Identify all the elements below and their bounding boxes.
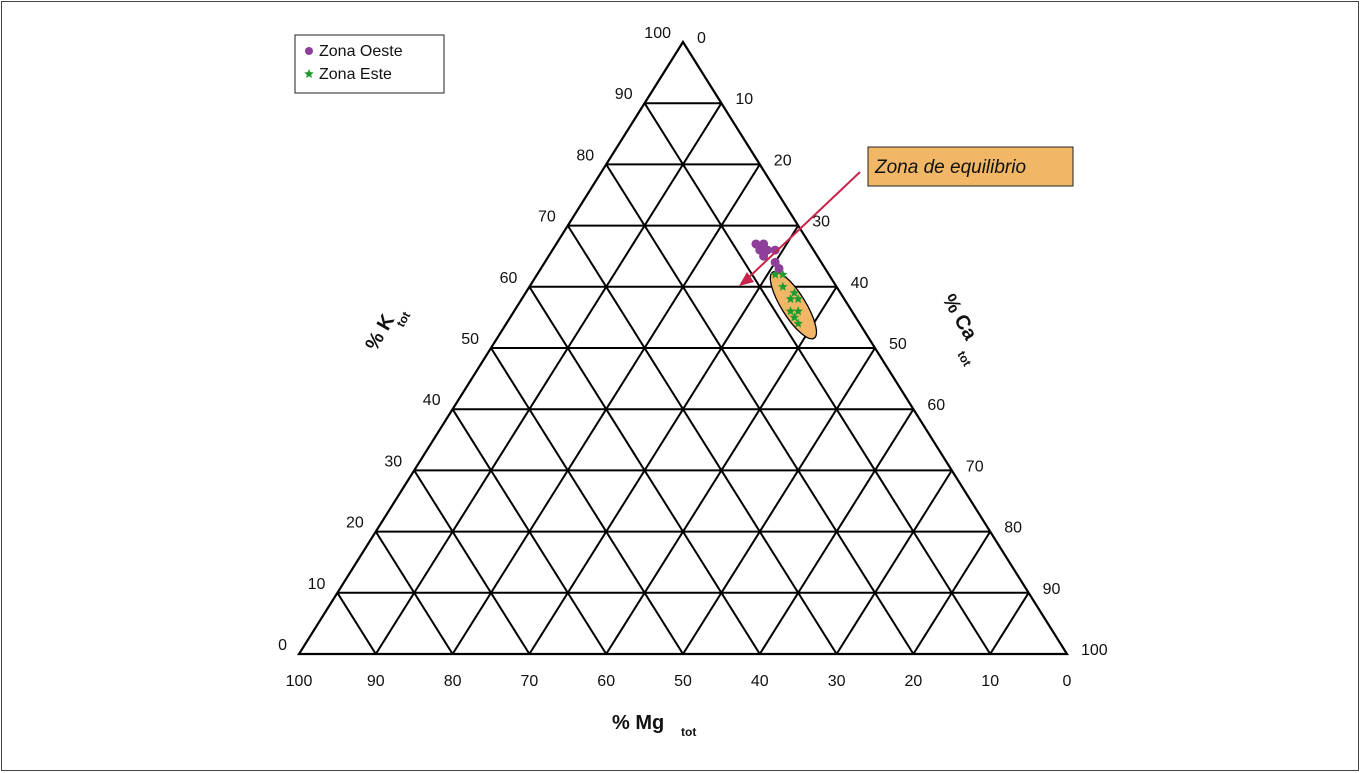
left-tick-label: 70 — [538, 209, 556, 226]
grid-line-mg — [566, 225, 838, 655]
right-axis-subscript: tot — [954, 349, 974, 369]
grid-line-mg — [643, 102, 992, 655]
data-point-zona-este — [785, 306, 796, 316]
left-tick-label: 40 — [423, 392, 441, 409]
data-points — [751, 239, 803, 328]
bottom-tick-label: 10 — [981, 673, 999, 690]
data-point-zona-este — [793, 306, 803, 316]
grid-line-ca — [682, 347, 876, 655]
legend-label-zona-oeste: Zona Oeste — [319, 43, 403, 60]
right-tick-label: 10 — [735, 91, 753, 108]
grid-line-ca — [912, 531, 992, 655]
svg-text:% Ca: % Ca — [938, 291, 982, 345]
legend-star-shape — [304, 69, 314, 79]
data-point-zona-este — [778, 269, 788, 279]
data-point-zona-este — [785, 294, 796, 304]
right-tick-label: 50 — [889, 336, 907, 353]
data-point-zona-este — [778, 281, 788, 291]
right-tick-label: 70 — [966, 458, 984, 475]
grid-line-mg — [451, 408, 608, 655]
legend-marker-zona-oeste — [305, 47, 313, 55]
data-point-zona-este — [770, 269, 780, 279]
right-tick-label: 20 — [774, 152, 792, 169]
bottom-tick-label: 0 — [1063, 673, 1072, 690]
right-tick-label: 0 — [697, 30, 706, 47]
right-tick-label: 100 — [1081, 642, 1108, 659]
left-tick-label: 80 — [576, 147, 594, 164]
ternary-grid — [297, 39, 1069, 656]
left-tick-label: 50 — [461, 331, 479, 348]
data-point-zona-oeste — [774, 263, 784, 273]
bottom-tick-label: 20 — [905, 673, 923, 690]
grid-line-mg — [413, 469, 531, 655]
legend-box — [294, 34, 445, 94]
left-axis-subscript: tot — [393, 309, 413, 329]
grid-line-mg — [490, 347, 684, 655]
data-point-zona-este — [789, 287, 800, 297]
left-tick-label: 30 — [384, 453, 402, 470]
grid-line-ca — [374, 102, 723, 655]
bottom-tick-label: 60 — [597, 673, 615, 690]
bottom-tick-label: 30 — [828, 673, 846, 690]
svg-text:tot: tot — [393, 309, 413, 329]
bottom-axis-title: % Mg — [612, 712, 664, 734]
right-tick-label: 40 — [851, 275, 869, 292]
grid-line-mg — [374, 531, 454, 655]
annotation: Zona de equilibrio — [739, 146, 1074, 286]
data-point-zona-este — [793, 318, 803, 328]
grid-line-mg — [336, 592, 377, 655]
annotation-arrow-head — [739, 272, 754, 286]
legend-marker-zona-este — [304, 69, 314, 79]
right-axis-title: % Ca — [938, 291, 982, 345]
right-tick-label: 60 — [927, 397, 945, 414]
legend-label-zona-este: Zona Este — [319, 66, 392, 83]
left-axis-title: % K — [361, 310, 399, 354]
right-tick-label: 80 — [1004, 520, 1022, 537]
bottom-tick-label: 40 — [751, 673, 769, 690]
data-point-zona-oeste — [759, 251, 769, 261]
svg-text:tot: tot — [954, 349, 974, 369]
grid-line-ca — [989, 592, 1030, 655]
bottom-tick-label: 80 — [444, 673, 462, 690]
svg-text:% K: % K — [361, 310, 399, 354]
left-tick-label: 100 — [644, 25, 671, 42]
left-tick-label: 0 — [278, 637, 287, 654]
data-point-zona-este — [793, 294, 803, 304]
bottom-tick-label: 100 — [286, 673, 313, 690]
bottom-tick-label: 90 — [367, 673, 385, 690]
data-point-zona-oeste — [770, 245, 780, 255]
right-tick-label: 90 — [1043, 581, 1061, 598]
grid-line-ca — [835, 469, 953, 655]
annotation-arrow-line — [745, 171, 861, 281]
left-tick-label: 90 — [615, 86, 633, 103]
bottom-tick-label: 70 — [521, 673, 539, 690]
left-tick-label: 60 — [500, 270, 518, 287]
bottom-tick-label: 50 — [674, 673, 692, 690]
annotation-label: Zona de equilibrio — [874, 157, 1026, 178]
data-point-zona-este — [789, 312, 800, 322]
grid-line-ca — [758, 408, 915, 655]
bottom-axis-subscript: tot — [681, 725, 696, 739]
right-tick-label: 30 — [812, 214, 830, 231]
annotation-box — [867, 146, 1074, 187]
left-tick-label: 20 — [346, 515, 364, 532]
left-tick-label: 10 — [308, 576, 326, 593]
legend: Zona Oeste Zona Este — [294, 34, 445, 94]
grid-line-ca — [528, 225, 800, 655]
